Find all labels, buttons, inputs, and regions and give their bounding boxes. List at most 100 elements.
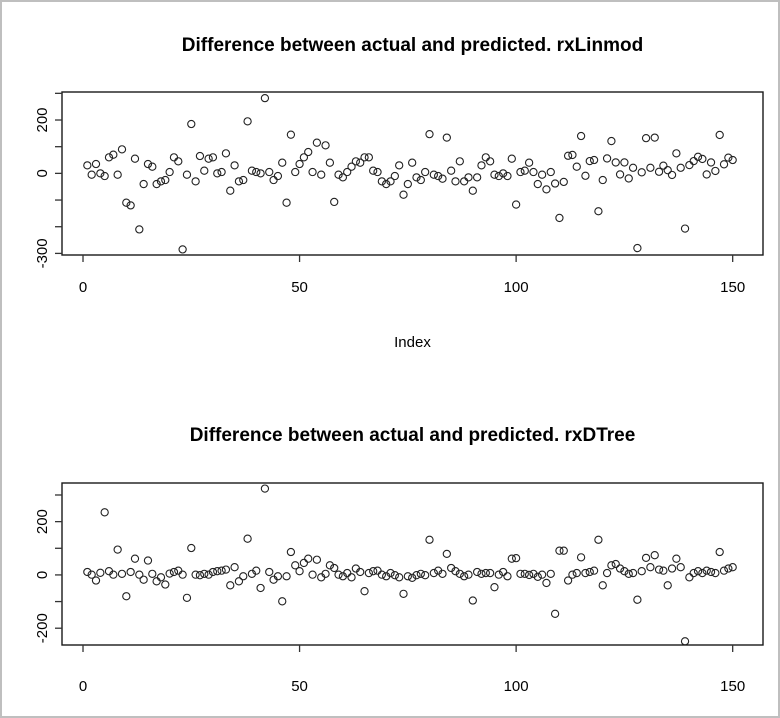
data-point	[524, 570, 534, 580]
data-point	[633, 595, 642, 604]
data-point	[615, 564, 625, 573]
data-point	[117, 569, 127, 579]
data-point	[360, 587, 369, 596]
data-point	[260, 484, 270, 493]
data-point	[182, 593, 192, 602]
data-point	[226, 186, 235, 195]
x-axis-label-index: Index	[394, 334, 431, 351]
data-point	[663, 166, 672, 175]
data-point	[563, 151, 573, 160]
data-point	[117, 145, 127, 154]
x-tick-label: 50	[291, 678, 308, 695]
data-point	[724, 564, 733, 573]
data-point	[234, 577, 244, 586]
x-tick-label: 50	[291, 279, 308, 296]
data-point	[641, 134, 651, 143]
data-point	[459, 572, 469, 581]
data-point	[494, 570, 503, 579]
data-point	[490, 583, 499, 592]
data-point	[321, 569, 330, 579]
data-point	[217, 566, 226, 575]
data-point	[260, 93, 270, 103]
data-point	[83, 161, 92, 170]
data-point	[321, 141, 330, 150]
data-point	[533, 572, 542, 581]
data-point	[395, 573, 404, 582]
data-point	[390, 571, 400, 580]
data-point	[364, 153, 374, 162]
data-point	[425, 535, 434, 544]
data-point	[654, 565, 664, 574]
data-point	[408, 573, 417, 583]
data-point	[581, 171, 590, 180]
data-point	[178, 245, 187, 254]
data-point	[386, 568, 395, 578]
data-point	[91, 159, 101, 169]
data-point	[728, 155, 737, 165]
data-point	[356, 567, 365, 577]
data-point	[347, 573, 356, 582]
data-point	[719, 160, 729, 169]
data-point	[494, 171, 503, 181]
data-point	[555, 213, 564, 223]
data-point	[546, 167, 555, 177]
data-point	[637, 168, 646, 177]
data-point	[464, 173, 473, 182]
data-point	[516, 569, 525, 579]
data-point	[204, 570, 213, 579]
data-point	[208, 153, 218, 162]
data-point	[416, 175, 425, 185]
data-point	[602, 154, 612, 163]
data-point	[507, 154, 516, 163]
data-point	[511, 553, 521, 563]
data-point	[620, 158, 629, 167]
data-point	[706, 158, 716, 167]
data-point	[585, 567, 594, 577]
y-tick-label: -300	[34, 238, 51, 268]
data-point	[408, 158, 417, 167]
data-point	[265, 167, 274, 177]
data-point	[325, 158, 335, 167]
data-point	[204, 154, 213, 163]
data-point	[169, 153, 179, 162]
data-point	[338, 173, 348, 182]
data-point	[568, 150, 577, 160]
data-point	[416, 569, 425, 579]
data-point	[377, 177, 387, 186]
data-point	[143, 159, 153, 169]
data-point	[520, 166, 529, 175]
data-point	[685, 160, 694, 170]
data-point	[122, 198, 131, 207]
data-point	[169, 567, 179, 577]
data-point	[239, 175, 248, 185]
data-point	[637, 567, 646, 576]
data-point	[503, 572, 512, 581]
data-point	[122, 592, 131, 601]
data-point	[187, 119, 196, 129]
data-point	[369, 166, 378, 175]
data-point	[438, 174, 447, 183]
data-point	[286, 547, 296, 557]
data-point	[217, 167, 226, 177]
data-point	[256, 583, 265, 593]
data-point	[498, 169, 508, 178]
y-tick-label: 200	[34, 509, 51, 534]
data-point	[533, 179, 542, 189]
data-point	[195, 571, 205, 580]
data-point	[291, 167, 300, 177]
data-point	[459, 177, 469, 186]
data-point	[659, 566, 668, 575]
data-point	[360, 153, 369, 162]
data-point	[243, 117, 252, 126]
data-point	[87, 570, 96, 579]
data-point	[516, 167, 525, 177]
data-point	[429, 568, 438, 578]
data-point	[520, 569, 529, 579]
data-point	[308, 570, 317, 579]
data-point	[680, 637, 690, 646]
data-point	[667, 564, 677, 573]
data-point	[594, 207, 603, 216]
data-point	[641, 553, 651, 563]
data-point	[91, 576, 101, 585]
